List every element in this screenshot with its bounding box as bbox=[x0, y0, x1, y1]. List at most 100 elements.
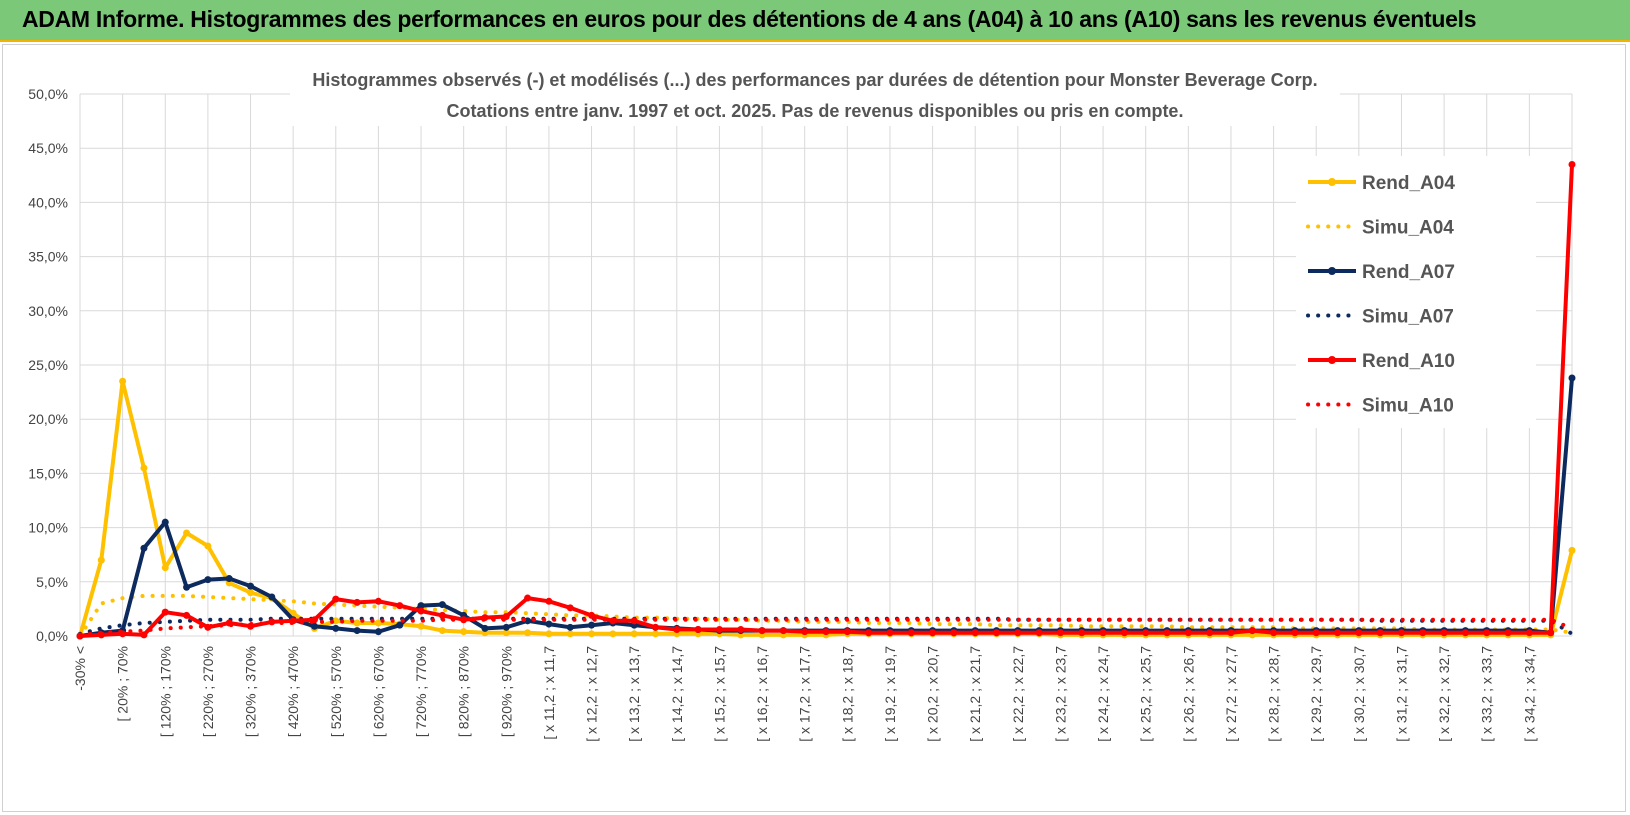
data-point bbox=[438, 627, 446, 635]
x-tick-label: [ x 11,2 ; x 11,7 bbox=[541, 646, 557, 740]
legend-label: Simu_A04 bbox=[1362, 218, 1454, 239]
data-point bbox=[1440, 629, 1448, 637]
data-point bbox=[673, 625, 681, 633]
x-tick-label: [ x 12,2 ; x 12,7 bbox=[584, 646, 600, 742]
chart-title-line-1: Histogrammes observés (-) et modélisés (… bbox=[312, 70, 1317, 90]
x-tick-label: [ x 24,2 ; x 24,7 bbox=[1095, 646, 1111, 742]
data-point bbox=[822, 628, 830, 636]
data-point bbox=[1461, 629, 1469, 637]
data-point bbox=[140, 544, 148, 552]
x-tick-label: [ x 28,2 ; x 28,7 bbox=[1266, 646, 1282, 742]
data-point bbox=[1056, 629, 1064, 637]
x-tick-label: [ x 21,2 ; x 21,7 bbox=[967, 646, 983, 742]
x-tick-label: [ x 20,2 ; x 20,7 bbox=[925, 646, 941, 742]
data-point bbox=[651, 623, 659, 631]
data-point bbox=[1206, 629, 1214, 637]
legend-marker bbox=[1328, 267, 1336, 275]
data-point bbox=[588, 630, 596, 638]
data-point bbox=[204, 576, 212, 584]
data-point bbox=[204, 542, 212, 550]
data-point bbox=[950, 629, 958, 637]
x-tick-label: [ 20% ; 70% bbox=[115, 646, 131, 722]
series-line-simu-a04 bbox=[78, 593, 1574, 638]
data-point bbox=[715, 625, 723, 633]
data-point bbox=[183, 611, 191, 619]
data-point bbox=[1014, 629, 1022, 637]
data-point bbox=[396, 602, 404, 610]
data-point bbox=[417, 607, 425, 615]
y-tick-label: 20,0% bbox=[28, 411, 68, 427]
data-point bbox=[119, 377, 127, 385]
legend: Rend_A04 Simu_A04 Rend_A07 Simu_A07 Rend_A10… bbox=[1296, 156, 1536, 428]
x-tick-label: [ 920% ; 970% bbox=[498, 646, 514, 737]
data-point bbox=[417, 622, 425, 630]
chart-title-group: Histogrammes observés (-) et modélisés (… bbox=[290, 62, 1340, 126]
x-tick-label: [ x 13,2 ; x 13,7 bbox=[626, 646, 642, 742]
data-point bbox=[566, 623, 574, 631]
data-point bbox=[651, 630, 659, 638]
data-point bbox=[183, 583, 191, 591]
data-point bbox=[630, 630, 638, 638]
data-point bbox=[545, 597, 553, 605]
x-tick-label: [ x 26,2 ; x 26,7 bbox=[1180, 646, 1196, 742]
report-title: ADAM Informe. Histogrammes des performan… bbox=[22, 6, 1477, 32]
legend-label: Rend_A10 bbox=[1362, 351, 1455, 372]
data-point bbox=[1525, 629, 1533, 637]
data-point bbox=[1334, 629, 1342, 637]
data-point bbox=[694, 625, 702, 633]
data-point bbox=[460, 628, 468, 636]
y-tick-label: 10,0% bbox=[28, 520, 68, 536]
data-point bbox=[502, 623, 510, 631]
x-tick-label: [ x 18,2 ; x 18,7 bbox=[839, 646, 855, 742]
data-point bbox=[566, 604, 574, 612]
legend-item-rend-a10: Rend_A10 bbox=[1308, 351, 1455, 372]
data-point bbox=[1227, 629, 1235, 637]
data-point bbox=[353, 627, 361, 635]
data-point bbox=[353, 598, 361, 606]
x-tick-label: [ 120% ; 170% bbox=[157, 646, 173, 737]
x-tick-label: [ 520% ; 570% bbox=[328, 646, 344, 737]
chart-title-line-2: Cotations entre janv. 1997 et oct. 2025.… bbox=[447, 101, 1184, 121]
data-point bbox=[1483, 629, 1491, 637]
y-tick-label: 50,0% bbox=[28, 86, 68, 102]
data-point bbox=[588, 621, 596, 629]
data-point bbox=[374, 628, 382, 636]
data-point bbox=[1120, 629, 1128, 637]
x-tick-label: [ x 29,2 ; x 29,7 bbox=[1308, 646, 1324, 742]
x-tick-label: [ x 14,2 ; x 14,7 bbox=[669, 646, 685, 742]
x-tick-label: [ x 19,2 ; x 19,7 bbox=[882, 646, 898, 742]
data-point bbox=[1035, 629, 1043, 637]
data-point bbox=[247, 582, 255, 590]
data-point bbox=[907, 629, 915, 637]
data-point bbox=[1270, 629, 1278, 637]
data-point bbox=[438, 601, 446, 609]
data-point bbox=[1099, 629, 1107, 637]
x-tick-label: [ x 27,2 ; x 27,7 bbox=[1223, 646, 1239, 742]
y-tick-label: 35,0% bbox=[28, 249, 68, 265]
data-point bbox=[161, 608, 169, 616]
x-tick-label: [ x 32,2 ; x 32,7 bbox=[1436, 646, 1452, 742]
report-header: ADAM Informe. Histogrammes des performan… bbox=[0, 0, 1630, 42]
x-tick-label: [ x 16,2 ; x 16,7 bbox=[754, 646, 770, 742]
data-point bbox=[374, 597, 382, 605]
data-point bbox=[481, 624, 489, 632]
data-point bbox=[929, 629, 937, 637]
data-point bbox=[779, 627, 787, 635]
data-point bbox=[332, 595, 340, 603]
data-point bbox=[374, 619, 382, 627]
y-tick-label: 15,0% bbox=[28, 465, 68, 481]
series-line-simu-a10 bbox=[78, 617, 1574, 637]
x-tick-label: [ 220% ; 270% bbox=[200, 646, 216, 737]
x-tick-label: [ x 23,2 ; x 23,7 bbox=[1052, 646, 1068, 742]
data-point bbox=[161, 564, 169, 572]
data-point bbox=[1163, 629, 1171, 637]
data-point bbox=[1184, 629, 1192, 637]
data-point bbox=[332, 624, 340, 632]
x-tick-label: [ x 33,2 ; x 33,7 bbox=[1479, 646, 1495, 742]
data-point bbox=[545, 630, 553, 638]
x-tick-label: [ 720% ; 770% bbox=[413, 646, 429, 737]
legend-item-simu-a07: Simu_A07 bbox=[1306, 307, 1454, 328]
data-point bbox=[1568, 160, 1576, 168]
data-point bbox=[1248, 627, 1256, 635]
